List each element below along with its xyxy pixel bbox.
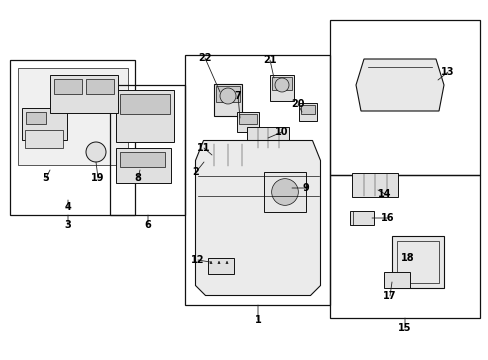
Bar xyxy=(246,127,288,149)
Text: 3: 3 xyxy=(64,220,71,230)
Text: 14: 14 xyxy=(378,189,391,199)
Bar xyxy=(264,172,305,212)
Circle shape xyxy=(86,142,106,162)
Text: 15: 15 xyxy=(397,323,411,333)
Bar xyxy=(200,143,255,167)
Text: 20: 20 xyxy=(291,99,304,109)
Bar xyxy=(25,130,63,148)
Bar xyxy=(120,152,164,167)
Bar xyxy=(391,236,443,288)
Text: 1: 1 xyxy=(254,315,261,325)
Bar xyxy=(237,112,259,132)
Bar xyxy=(86,79,114,94)
Text: 13: 13 xyxy=(440,67,454,77)
Text: 4: 4 xyxy=(64,202,71,212)
Bar xyxy=(383,272,409,288)
Bar xyxy=(200,156,222,168)
Text: 10: 10 xyxy=(275,127,288,137)
Text: 22: 22 xyxy=(198,53,211,63)
Bar xyxy=(26,112,46,124)
Bar xyxy=(214,84,242,116)
Bar xyxy=(329,175,479,318)
Circle shape xyxy=(274,78,288,92)
Text: 8: 8 xyxy=(134,173,141,183)
Text: 17: 17 xyxy=(383,291,396,301)
Bar xyxy=(22,108,67,140)
Text: 5: 5 xyxy=(42,173,49,183)
Text: 2: 2 xyxy=(192,167,199,177)
Text: 19: 19 xyxy=(91,173,104,183)
Bar xyxy=(329,20,479,175)
Bar xyxy=(271,77,291,90)
Bar xyxy=(239,114,257,124)
Polygon shape xyxy=(355,59,443,111)
Text: 21: 21 xyxy=(263,55,276,65)
Bar xyxy=(116,90,174,142)
Circle shape xyxy=(271,179,298,205)
Circle shape xyxy=(220,88,236,104)
Bar xyxy=(216,86,240,102)
Bar xyxy=(184,55,329,305)
Text: 6: 6 xyxy=(144,220,151,230)
Bar xyxy=(396,241,438,283)
Bar xyxy=(18,68,128,165)
Bar xyxy=(351,173,397,197)
Bar xyxy=(120,94,170,114)
Text: 9: 9 xyxy=(302,183,309,193)
Bar xyxy=(110,85,184,215)
Bar xyxy=(207,258,234,274)
Text: 7: 7 xyxy=(234,91,241,101)
Text: 11: 11 xyxy=(197,143,210,153)
Polygon shape xyxy=(195,140,320,296)
Bar xyxy=(50,75,118,113)
Text: 12: 12 xyxy=(191,255,204,265)
Text: 16: 16 xyxy=(381,213,394,223)
Bar xyxy=(298,103,316,121)
Bar xyxy=(10,60,135,215)
Bar xyxy=(269,75,293,101)
Text: 18: 18 xyxy=(400,253,414,263)
Bar xyxy=(54,79,82,94)
Bar xyxy=(301,105,314,114)
Bar xyxy=(349,211,373,225)
Bar xyxy=(116,148,171,183)
